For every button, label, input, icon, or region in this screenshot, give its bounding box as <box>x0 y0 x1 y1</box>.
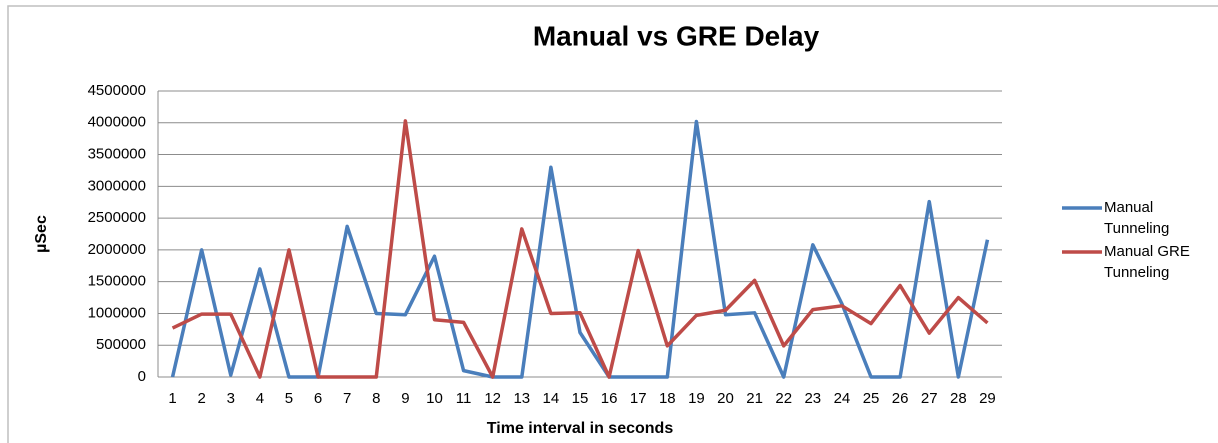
x-tick-label: 11 <box>456 390 472 407</box>
series-line <box>171 119 989 379</box>
x-axis-label: Time interval in seconds <box>487 420 674 437</box>
x-tick-label: 5 <box>285 390 293 407</box>
x-tick-label: 4 <box>256 390 264 407</box>
y-tick-label: 0 <box>138 368 146 385</box>
y-axis-label: µSec <box>33 215 50 253</box>
x-tick-label: 15 <box>572 390 589 407</box>
x-tick-label: 25 <box>863 390 880 407</box>
y-tick-label: 1000000 <box>88 304 146 321</box>
series-line <box>170 119 990 379</box>
x-tick-label: 1 <box>168 390 176 407</box>
y-tick-label: 4500000 <box>88 82 146 99</box>
x-tick-label: 22 <box>775 390 792 407</box>
x-tick-label: 16 <box>601 390 618 407</box>
x-tick-label: 10 <box>426 390 443 407</box>
chart-title: Manual vs GRE Delay <box>533 20 820 51</box>
x-tick-label: 7 <box>343 390 351 407</box>
x-tick-label: 29 <box>979 390 996 407</box>
x-tick-label: 13 <box>513 390 530 407</box>
y-tick-label: 1500000 <box>88 273 146 290</box>
x-tick-label: 12 <box>484 390 501 407</box>
x-tick-label: 2 <box>197 390 205 407</box>
y-tick-label: 2000000 <box>88 241 146 258</box>
legend-label: Manual GRE Tunneling <box>1104 243 1190 281</box>
x-tick-label: 28 <box>950 390 967 407</box>
chart-border <box>7 5 1218 443</box>
x-tick-label: 17 <box>630 390 647 407</box>
x-tick-label: 6 <box>314 390 322 407</box>
x-tick-label: 19 <box>688 390 705 407</box>
x-tick-label: 21 <box>746 390 763 407</box>
x-tick-label: 27 <box>921 390 938 407</box>
x-tick-label: 24 <box>834 390 851 407</box>
x-tick-label: 14 <box>543 390 560 407</box>
x-tick-label: 20 <box>717 390 734 407</box>
x-tick-label: 3 <box>227 390 235 407</box>
y-tick-label: 3000000 <box>88 177 146 194</box>
x-tick-label: 26 <box>892 390 909 407</box>
y-tick-label: 4000000 <box>88 114 146 131</box>
x-tick-label: 8 <box>372 390 380 407</box>
x-tick-label: 23 <box>804 390 821 407</box>
y-tick-label: 500000 <box>96 336 146 353</box>
y-tick-label: 3500000 <box>88 146 146 163</box>
legend-label: Manual Tunneling <box>1104 199 1170 237</box>
x-tick-label: 18 <box>659 390 676 407</box>
x-tick-label: 9 <box>401 390 409 407</box>
y-tick-label: 2500000 <box>88 209 146 226</box>
